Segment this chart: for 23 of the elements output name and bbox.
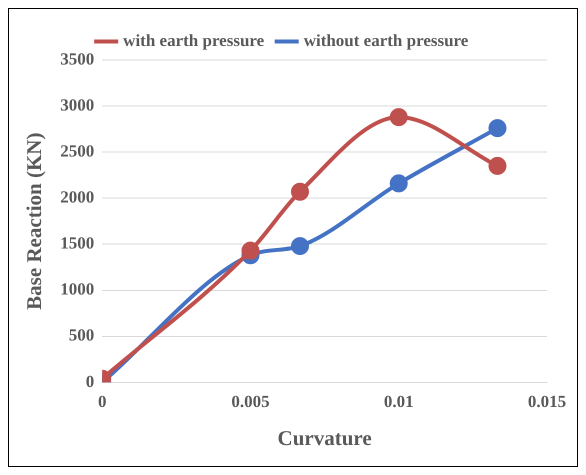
- x-tick-label: 0.01: [384, 392, 414, 411]
- point: [488, 119, 506, 138]
- y-tick-label: 500: [68, 326, 94, 345]
- y-tick-label: 1500: [60, 234, 94, 253]
- y-axis-title: Base Reaction (KN): [22, 132, 46, 310]
- y-tick-label: 2500: [60, 142, 94, 161]
- point: [290, 237, 309, 256]
- x-tick-label: 0.005: [231, 392, 270, 411]
- y-tick-label: 3000: [60, 95, 94, 114]
- x-tick-label: 0.015: [528, 392, 566, 411]
- y-tick-label: 1000: [60, 280, 94, 299]
- point: [488, 156, 506, 175]
- y-tick-label: 0: [86, 372, 94, 391]
- y-tick-label: 2000: [60, 188, 94, 207]
- point: [390, 108, 408, 126]
- y-tick-label: 3500: [60, 49, 94, 68]
- x-tick-label: 0: [98, 392, 106, 411]
- point: [241, 242, 260, 260]
- x-axis-title: Curvature: [278, 426, 372, 450]
- point: [290, 182, 309, 201]
- point: [390, 174, 408, 192]
- legend-label: with earth pressure: [123, 30, 265, 50]
- legend-label: without earth pressure: [304, 30, 469, 50]
